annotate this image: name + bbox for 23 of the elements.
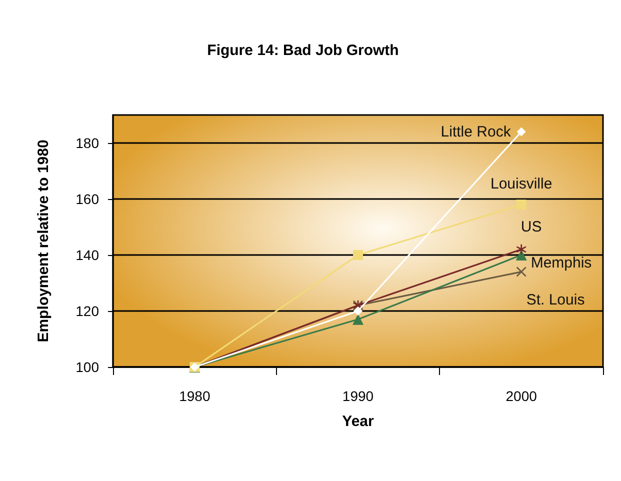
y-tick-label: 100 (76, 359, 100, 375)
point (354, 306, 362, 316)
chart-title: Figure 14: Bad Job Growth (207, 42, 399, 59)
x-axis-title: Year (342, 413, 374, 430)
point (516, 266, 526, 277)
series-label: Little Rock (440, 123, 512, 140)
point (516, 127, 526, 136)
x-tick-label: 1990 (342, 388, 374, 404)
series-label: Memphis (530, 254, 592, 272)
y-tick-label: 140 (76, 247, 100, 263)
y-axis-title: Employment relative to 1980 (35, 140, 52, 342)
y-tick-label: 160 (76, 191, 100, 207)
point (516, 200, 526, 210)
series-label: US (520, 218, 542, 236)
series-label: Louisville (490, 176, 552, 193)
point (353, 250, 363, 260)
series-label: St. Louis (526, 291, 585, 308)
point (352, 314, 364, 325)
point (516, 244, 526, 254)
x-tick-label: 1980 (179, 388, 210, 404)
y-tick-label: 120 (76, 303, 100, 319)
x-tick-label: 2000 (506, 388, 538, 404)
y-tick-label: 180 (76, 135, 100, 151)
